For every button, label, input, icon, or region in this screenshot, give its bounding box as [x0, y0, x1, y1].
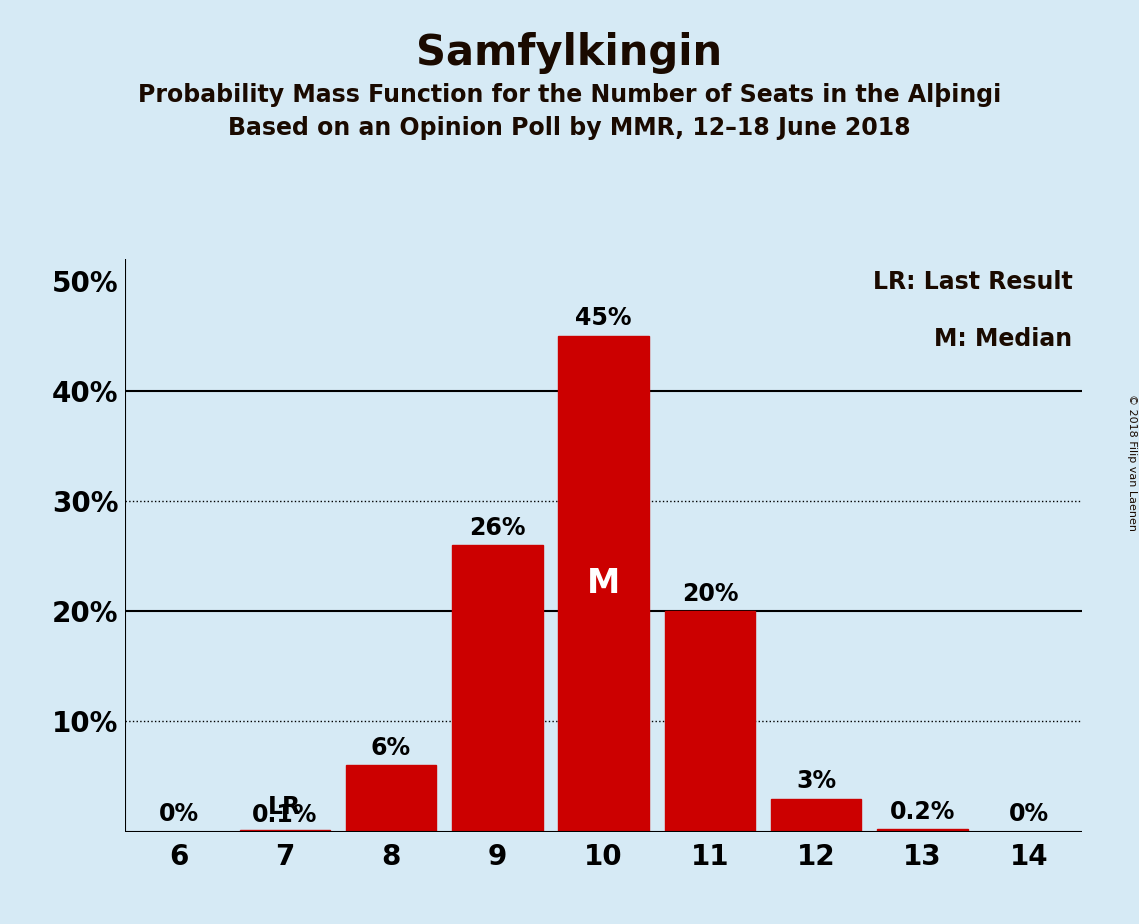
Text: M: Median: M: Median: [934, 327, 1073, 351]
Text: 26%: 26%: [469, 516, 525, 540]
Text: Probability Mass Function for the Number of Seats in the Alþingi: Probability Mass Function for the Number…: [138, 83, 1001, 107]
Bar: [877, 830, 968, 832]
Text: 0.1%: 0.1%: [252, 803, 318, 827]
Text: 0%: 0%: [158, 802, 198, 826]
Bar: [452, 545, 542, 832]
Text: 3%: 3%: [796, 769, 836, 793]
Text: LR: LR: [268, 796, 302, 820]
Text: Samfylkingin: Samfylkingin: [417, 32, 722, 74]
Text: 20%: 20%: [682, 582, 738, 606]
Text: LR: Last Result: LR: Last Result: [872, 270, 1073, 294]
Bar: [771, 798, 861, 832]
Text: © 2018 Filip van Laenen: © 2018 Filip van Laenen: [1126, 394, 1137, 530]
Text: M: M: [587, 567, 621, 601]
Text: 0.2%: 0.2%: [890, 800, 956, 824]
Text: 6%: 6%: [371, 736, 411, 760]
Bar: [239, 831, 330, 832]
Bar: [346, 765, 436, 832]
Text: 45%: 45%: [575, 307, 632, 330]
Text: Based on an Opinion Poll by MMR, 12–18 June 2018: Based on an Opinion Poll by MMR, 12–18 J…: [228, 116, 911, 140]
Bar: [665, 612, 755, 832]
Text: 0%: 0%: [1009, 802, 1049, 826]
Bar: [558, 335, 649, 832]
